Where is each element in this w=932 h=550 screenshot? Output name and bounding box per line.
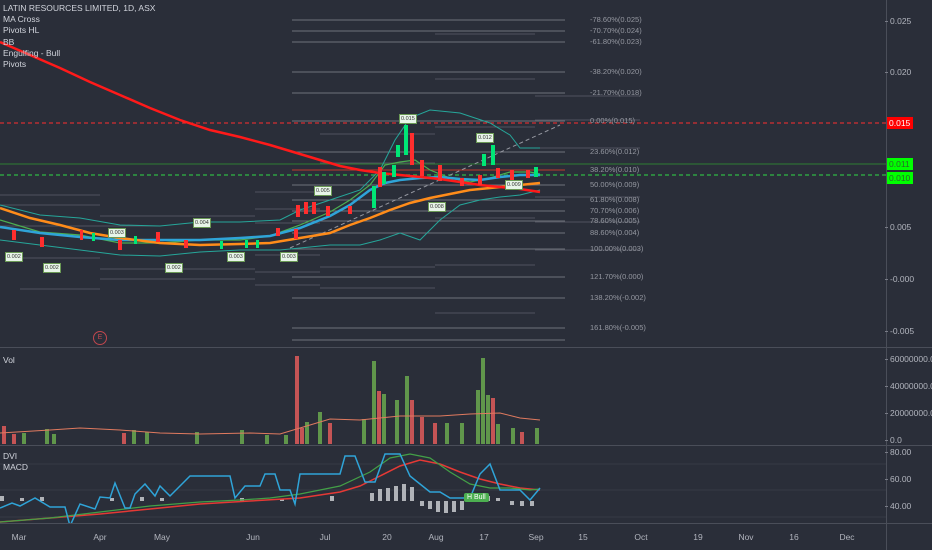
time-tick: 20 <box>382 532 392 542</box>
fib-label: 138.20%(-0.002) <box>590 293 646 302</box>
oscillator-axis[interactable] <box>886 446 932 523</box>
time-tick: 16 <box>789 532 799 542</box>
time-tick: Apr <box>93 532 107 542</box>
pivot-label: 0.003 <box>108 228 126 238</box>
indicator-ma-cross[interactable]: MA Cross <box>3 14 40 25</box>
pivot-label: 0.002 <box>5 252 23 262</box>
oscillator-pane[interactable]: DVI MACD H Bull <box>0 446 886 523</box>
dvi-label[interactable]: DVI <box>3 451 18 461</box>
osc-tick: 40.00 <box>884 501 912 511</box>
time-tick: 17 <box>479 532 489 542</box>
pivot-label: 0.012 <box>476 133 494 143</box>
pivot-label: 0.003 <box>227 252 245 262</box>
fib-label: 161.80%(-0.005) <box>590 323 646 332</box>
time-tick: Jul <box>319 532 331 542</box>
earnings-marker[interactable]: E <box>93 331 107 345</box>
fib-label: -21.70%(0.018) <box>590 88 642 97</box>
time-tick: Nov <box>738 532 754 542</box>
indicator-engulfing-bull[interactable]: Engulfing - Bull <box>3 47 61 58</box>
fib-label: 88.60%(0.004) <box>590 228 640 237</box>
corner-cell <box>886 524 932 550</box>
fib-label: 121.70%(0.000) <box>590 272 644 281</box>
price-axis[interactable] <box>886 0 932 347</box>
macd-label[interactable]: MACD <box>3 462 29 473</box>
fib-label: -61.80%(0.023) <box>590 37 642 46</box>
price-pane[interactable]: LATIN RESOURCES LIMITED, 1D, ASX MA Cros… <box>0 0 886 347</box>
volume-legend: Vol <box>3 355 15 366</box>
fib-label: 70.70%(0.006) <box>590 206 640 215</box>
time-tick: 19 <box>693 532 703 542</box>
price-chart-svg <box>0 19 886 341</box>
volume-pane[interactable]: Vol <box>0 348 886 445</box>
time-tick: Aug <box>428 532 444 542</box>
pivot-label: 0.002 <box>43 263 61 273</box>
fib-label: -38.20%(0.020) <box>590 67 642 76</box>
volume-chart-svg <box>0 356 541 444</box>
fib-label: 50.00%(0.009) <box>590 180 640 189</box>
fib-label: 100.00%(0.003) <box>590 244 644 253</box>
price-tick: 0.020 <box>884 67 912 77</box>
pivot-label: 0.005 <box>314 186 332 196</box>
fib-label: 23.60%(0.012) <box>590 147 640 156</box>
chart-legend: LATIN RESOURCES LIMITED, 1D, ASX MA Cros… <box>3 3 155 70</box>
volume-tick: 0.0 <box>885 435 902 445</box>
h-bull-signal: H Bull <box>464 493 489 502</box>
volume-tick: 20000000.0 <box>885 408 932 418</box>
pane-divider[interactable] <box>0 445 932 446</box>
price-tag-green: 0.010 <box>887 172 913 184</box>
pane-divider[interactable] <box>0 347 932 348</box>
price-tick: -0.000 <box>884 274 915 284</box>
price-tick: 0.025 <box>884 16 912 26</box>
time-tick: Mar <box>11 532 27 542</box>
pivot-label: 0.002 <box>165 263 183 273</box>
time-tick: Dec <box>839 532 855 542</box>
price-tick: -0.005 <box>884 326 915 336</box>
volume-tick: 60000000.0 <box>885 354 932 364</box>
time-tick: Oct <box>634 532 648 542</box>
symbol-title[interactable]: LATIN RESOURCES LIMITED, 1D, ASX <box>3 3 156 13</box>
time-tick: Jun <box>246 532 260 542</box>
pivot-label: 0.009 <box>505 180 523 190</box>
pivot-label: 0.004 <box>193 218 211 228</box>
fib-label: 78.60%(0.005) <box>590 216 640 225</box>
osc-tick: 80.00 <box>884 447 912 457</box>
price-tag-red: 0.015 <box>887 117 913 129</box>
indicator-bb[interactable]: BB <box>3 36 15 47</box>
fib-label: 61.80%(0.008) <box>590 195 640 204</box>
fib-label: 0.00%(0.015) <box>590 116 636 125</box>
oscillator-legend: DVI MACD <box>3 451 28 473</box>
volume-axis[interactable] <box>886 348 932 445</box>
price-tick: 0.005 <box>884 222 912 232</box>
oscillator-chart-svg <box>0 453 886 523</box>
time-tick: Sep <box>528 532 544 542</box>
osc-tick: 60.00 <box>884 474 912 484</box>
time-tick: May <box>153 532 171 542</box>
volume-label[interactable]: Vol <box>3 355 15 365</box>
fib-label: -70.70%(0.024) <box>590 26 642 35</box>
indicator-pivots-hl[interactable]: Pivots HL <box>3 25 40 36</box>
volume-tick: 40000000.0 <box>885 381 932 391</box>
pivot-label: 0.003 <box>280 252 298 262</box>
time-tick: 15 <box>578 532 588 542</box>
indicator-pivots[interactable]: Pivots <box>3 59 27 70</box>
price-tag-green: 0.011 <box>887 158 913 170</box>
fib-label: 38.20%(0.010) <box>590 165 640 174</box>
pivot-label: 0.015 <box>399 114 417 124</box>
fib-label: -78.60%(0.025) <box>590 15 642 24</box>
pivot-label: 0.008 <box>428 202 446 212</box>
time-axis-divider <box>0 523 932 524</box>
